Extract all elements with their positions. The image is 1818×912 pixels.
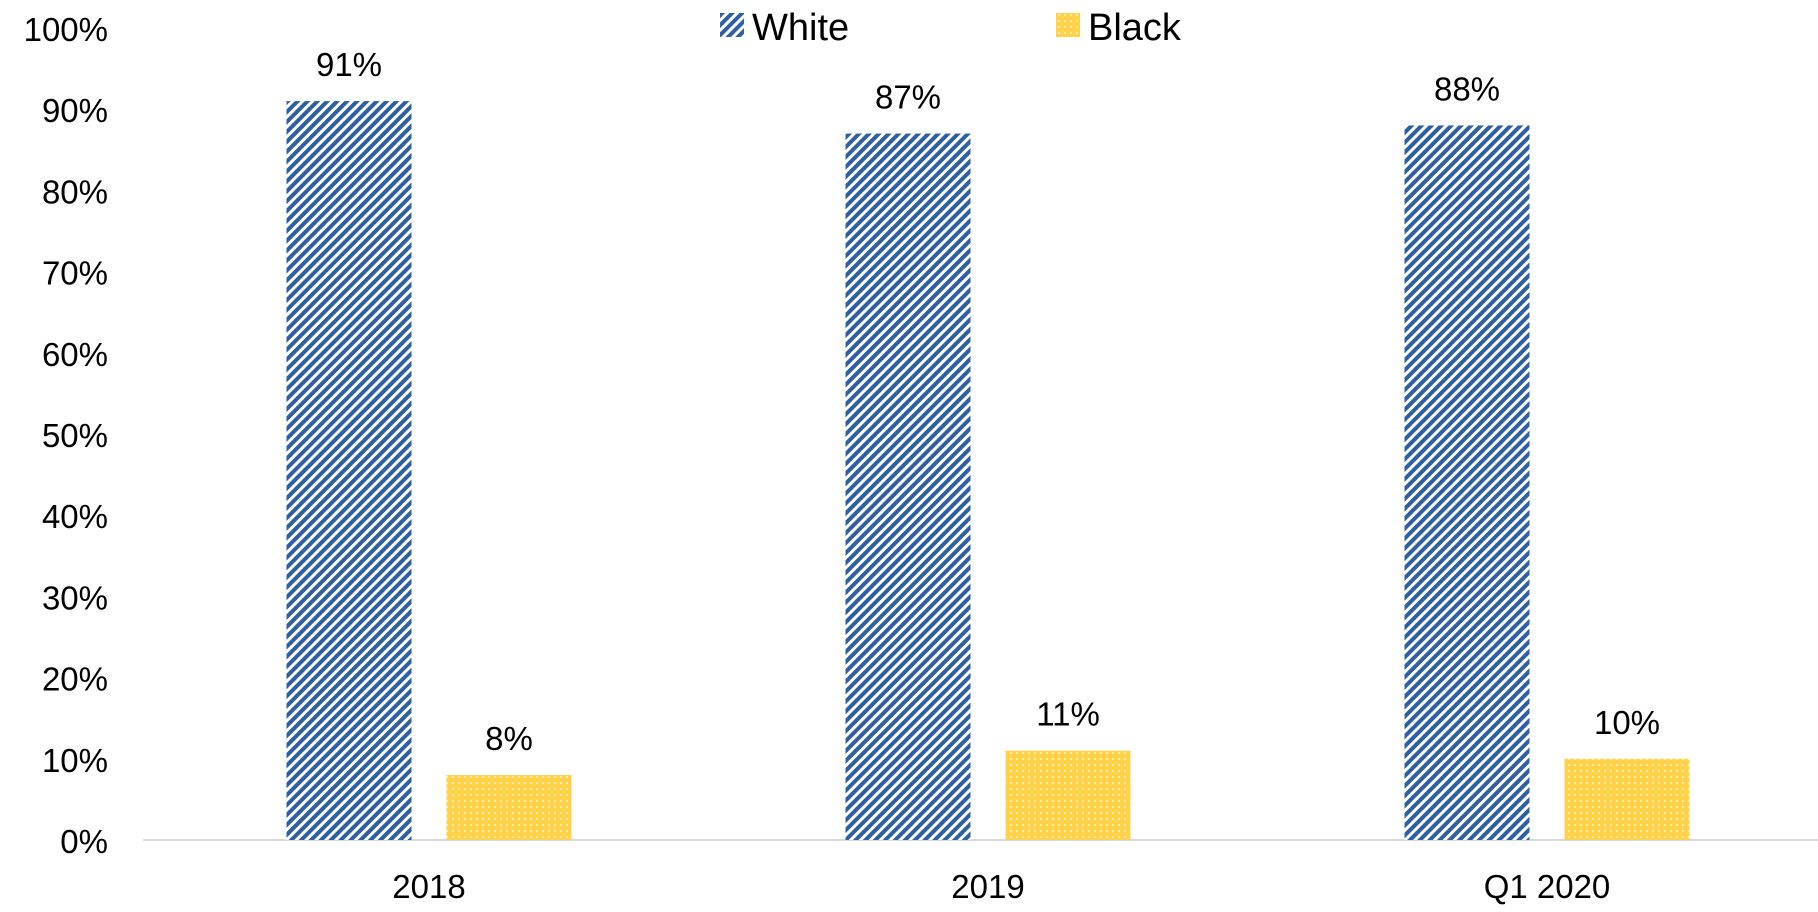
data-label-white-1: 87% xyxy=(875,79,941,116)
bar-white-1 xyxy=(845,133,971,840)
bar-black-2 xyxy=(1564,758,1690,840)
y-tick-label: 10% xyxy=(42,742,108,779)
y-tick-label: 0% xyxy=(60,823,108,860)
x-category-label: 2019 xyxy=(951,868,1024,905)
legend-label-white: White xyxy=(752,7,849,49)
x-axis: 2018 2019 Q1 2020 xyxy=(392,868,1610,905)
y-tick-label: 30% xyxy=(42,579,108,616)
legend: White Black xyxy=(720,7,1182,49)
bar-white-0 xyxy=(286,101,412,840)
y-tick-label: 40% xyxy=(42,498,108,535)
x-category-label: 2018 xyxy=(392,868,465,905)
y-tick-label: 50% xyxy=(42,417,108,454)
data-label-black-0: 8% xyxy=(485,720,533,757)
legend-swatch-black xyxy=(1056,13,1080,37)
x-category-label: Q1 2020 xyxy=(1484,868,1611,905)
bar-white-2 xyxy=(1404,125,1530,840)
data-labels: 91% 87% 88% 8% 11% 10% xyxy=(316,46,1660,757)
data-label-white-2: 88% xyxy=(1434,70,1500,107)
bar-black-0 xyxy=(446,775,572,840)
y-tick-label: 20% xyxy=(42,661,108,698)
bar-black-1 xyxy=(1005,750,1131,840)
legend-swatch-white xyxy=(720,13,744,37)
data-label-black-1: 11% xyxy=(1036,696,1100,733)
y-tick-label: 100% xyxy=(24,11,108,48)
data-label-white-0: 91% xyxy=(316,46,382,83)
y-tick-label: 80% xyxy=(42,173,108,210)
y-tick-label: 60% xyxy=(42,336,108,373)
data-label-black-2: 10% xyxy=(1594,704,1660,741)
legend-label-black: Black xyxy=(1088,7,1182,49)
y-tick-label: 70% xyxy=(42,255,108,292)
bars xyxy=(286,101,1690,840)
y-axis: 0% 10% 20% 30% 40% 50% 60% 70% 80% 90% 100% xyxy=(24,11,108,860)
y-tick-label: 90% xyxy=(42,92,108,129)
